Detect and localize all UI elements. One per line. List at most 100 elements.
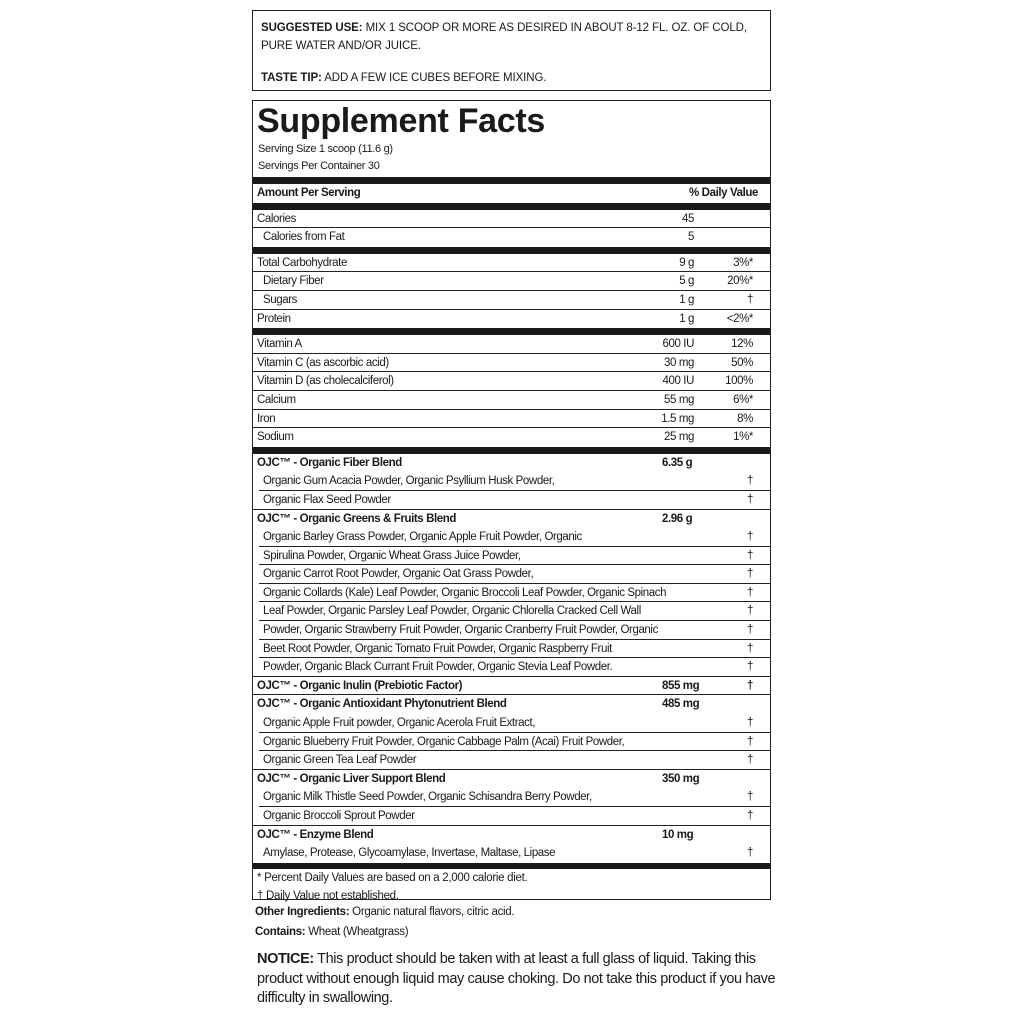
ingredient-text: Organic Barley Grass Powder, Organic App… xyxy=(263,531,582,544)
nutrient-name: Protein xyxy=(257,312,291,325)
blend-ingredient-row: Leaf Powder, Organic Parsley Leaf Powder… xyxy=(259,602,770,622)
contains-text: Wheat (Wheatgrass) xyxy=(305,926,409,938)
notice-label: NOTICE: xyxy=(257,951,314,967)
blend-amount: 2.96 g xyxy=(662,512,693,525)
ingredient-text: Leaf Powder, Organic Parsley Leaf Powder… xyxy=(263,605,641,618)
nutrient-name: Dietary Fiber xyxy=(263,275,324,288)
nutrient-amount: 1.5 mg xyxy=(661,412,694,425)
nutrient-row: Sugars 1 g † xyxy=(253,291,770,310)
nutrient-name: Vitamin D (as cholecalciferol) xyxy=(257,375,394,388)
nutrient-name: Iron xyxy=(257,412,276,425)
nutrient-name: Sugars xyxy=(263,293,298,306)
nutrient-row: Calories 45 xyxy=(253,210,770,229)
blend-name: OJC™ - Organic Antioxidant Phytonutrient… xyxy=(257,698,507,711)
daily-value-label: % Daily Value xyxy=(689,187,758,199)
suggested-use-box: SUGGESTED USE: MIX 1 SCOOP OR MORE AS DE… xyxy=(252,10,771,91)
ingredient-daily-value: † xyxy=(747,549,753,562)
ingredient-daily-value: † xyxy=(747,791,753,804)
blend-amount: 10 mg xyxy=(662,828,694,841)
nutrient-amount: 9 g xyxy=(679,256,694,269)
other-ingredients-label: Other Ingredients: xyxy=(255,906,350,918)
blend-ingredient-row: Organic Broccoli Sprout Powder † xyxy=(253,807,770,826)
blend-ingredient-row: Powder, Organic Strawberry Fruit Powder,… xyxy=(259,621,770,640)
ingredient-daily-value: † xyxy=(747,568,753,581)
nutrient-daily-value: <2%* xyxy=(726,312,754,325)
ingredient-text: Organic Flax Seed Powder xyxy=(263,493,391,506)
ingredient-text: Organic Apple Fruit powder, Organic Acer… xyxy=(263,717,536,730)
ingredient-text: Organic Milk Thistle Seed Powder, Organi… xyxy=(263,791,592,804)
nutrient-daily-value: 6%* xyxy=(733,393,753,406)
nutrient-daily-value: 3%* xyxy=(733,256,753,269)
blend-name: OJC™ - Organic Inulin (Prebiotic Factor) xyxy=(257,679,463,692)
taste-tip-text: ADD A FEW ICE CUBES BEFORE MIXING. xyxy=(321,72,547,84)
blend-daily-value: † xyxy=(747,679,753,692)
supplement-facts-panel: Supplement Facts Serving Size 1 scoop (1… xyxy=(252,100,771,902)
ingredient-text: Spirulina Powder, Organic Wheat Grass Ju… xyxy=(263,549,521,562)
nutrient-name: Total Carbohydrate xyxy=(257,256,347,269)
blend-ingredient-row: Organic Carrot Root Powder, Organic Oat … xyxy=(259,565,770,584)
nutrient-daily-value: 8% xyxy=(737,412,753,425)
nutrient-name: Calories from Fat xyxy=(263,231,345,244)
footnote-daily-values: * Percent Daily Values are based on a 2,… xyxy=(257,871,528,884)
other-ingredients: Other Ingredients: Organic natural flavo… xyxy=(255,906,515,918)
ingredient-text: Organic Collards (Kale) Leaf Powder, Org… xyxy=(263,586,667,599)
nutrient-amount: 5 g xyxy=(679,275,694,288)
blend-ingredient-row: Organic Milk Thistle Seed Powder, Organi… xyxy=(259,788,770,807)
nutrient-row: Vitamin A 600 IU 12% xyxy=(253,335,770,354)
nutrient-row: Protein 1 g <2%* xyxy=(253,310,770,329)
blend-ingredient-row: Organic Barley Grass Powder, Organic App… xyxy=(259,528,770,547)
divider-bar xyxy=(253,446,770,454)
blend-ingredient-row: Organic Collards (Kale) Leaf Powder, Org… xyxy=(259,584,770,603)
blend-ingredient-row: Spirulina Powder, Organic Wheat Grass Ju… xyxy=(259,547,770,566)
nutrient-name: Vitamin C (as ascorbic acid) xyxy=(257,356,389,369)
nutrient-amount: 1 g xyxy=(679,293,694,306)
nutrient-row: Vitamin D (as cholecalciferol) 400 IU 100% xyxy=(253,372,770,391)
nutrient-daily-value: 12% xyxy=(731,338,753,351)
nutrient-amount: 1 g xyxy=(679,312,694,325)
blend-amount: 485 mg xyxy=(662,698,700,711)
facts-header-row: Amount Per Serving % Daily Value xyxy=(253,184,770,203)
nutrient-name: Calories xyxy=(257,212,296,225)
ingredient-daily-value: † xyxy=(747,661,753,674)
nutrient-daily-value: 50% xyxy=(731,356,753,369)
blend-ingredient-row: Powder, Organic Black Currant Fruit Powd… xyxy=(253,658,770,677)
blend-row: OJC™ - Organic Liver Support Blend 350 mg xyxy=(253,770,770,789)
divider-bar xyxy=(253,862,770,869)
blend-ingredient-row: Organic Apple Fruit powder, Organic Acer… xyxy=(259,714,770,733)
nutrient-daily-value: 20%* xyxy=(727,275,753,288)
blend-amount: 855 mg xyxy=(662,679,700,692)
ingredient-text: Organic Carrot Root Powder, Organic Oat … xyxy=(263,568,534,581)
notice: NOTICE: This product should be taken wit… xyxy=(257,950,777,1009)
nutrient-row: Calories from Fat 5 xyxy=(253,228,770,247)
divider-bar xyxy=(253,177,770,184)
blend-name: OJC™ - Organic Greens & Fruits Blend xyxy=(257,512,457,525)
blend-name: OJC™ - Organic Fiber Blend xyxy=(257,456,402,469)
ingredient-daily-value: † xyxy=(747,754,753,767)
blend-row: OJC™ - Organic Inulin (Prebiotic Factor)… xyxy=(253,677,770,696)
nutrient-row: Sodium 25 mg 1%* xyxy=(253,428,770,447)
ingredient-text: Organic Broccoli Sprout Powder xyxy=(263,810,415,822)
nutrient-row: Vitamin C (as ascorbic acid) 30 mg 50% xyxy=(253,354,770,373)
servings-per-container: Servings Per Container 30 xyxy=(258,160,380,172)
ingredient-daily-value: † xyxy=(747,810,753,822)
nutrient-name: Calcium xyxy=(257,393,296,406)
nutrient-amount: 400 IU xyxy=(662,375,695,388)
divider-bar xyxy=(253,328,770,336)
divider-bar xyxy=(253,246,770,254)
ingredient-text: Organic Blueberry Fruit Powder, Organic … xyxy=(263,735,625,748)
ingredient-daily-value: † xyxy=(747,605,753,618)
blend-row: OJC™ - Enzyme Blend 10 mg xyxy=(253,826,770,845)
blend-row: OJC™ - Organic Antioxidant Phytonutrient… xyxy=(253,695,770,714)
contains-label: Contains: xyxy=(255,926,306,938)
blend-ingredient-row: Organic Blueberry Fruit Powder, Organic … xyxy=(259,733,770,752)
ingredient-daily-value: † xyxy=(747,624,753,637)
blend-ingredient-row: Beet Root Powder, Organic Tomato Fruit P… xyxy=(259,640,770,659)
suggested-use-label: SUGGESTED USE: xyxy=(261,22,363,34)
notice-text: This product should be taken with at lea… xyxy=(257,951,776,1006)
nutrient-daily-value: 1%* xyxy=(733,431,753,444)
nutrient-name: Vitamin A xyxy=(257,338,302,351)
ingredient-text: Organic Gum Acacia Powder, Organic Psyll… xyxy=(263,475,555,488)
blend-amount: 350 mg xyxy=(662,772,700,785)
divider-bar xyxy=(253,202,770,210)
blend-row: OJC™ - Organic Greens & Fruits Blend 2.96… xyxy=(253,510,770,529)
